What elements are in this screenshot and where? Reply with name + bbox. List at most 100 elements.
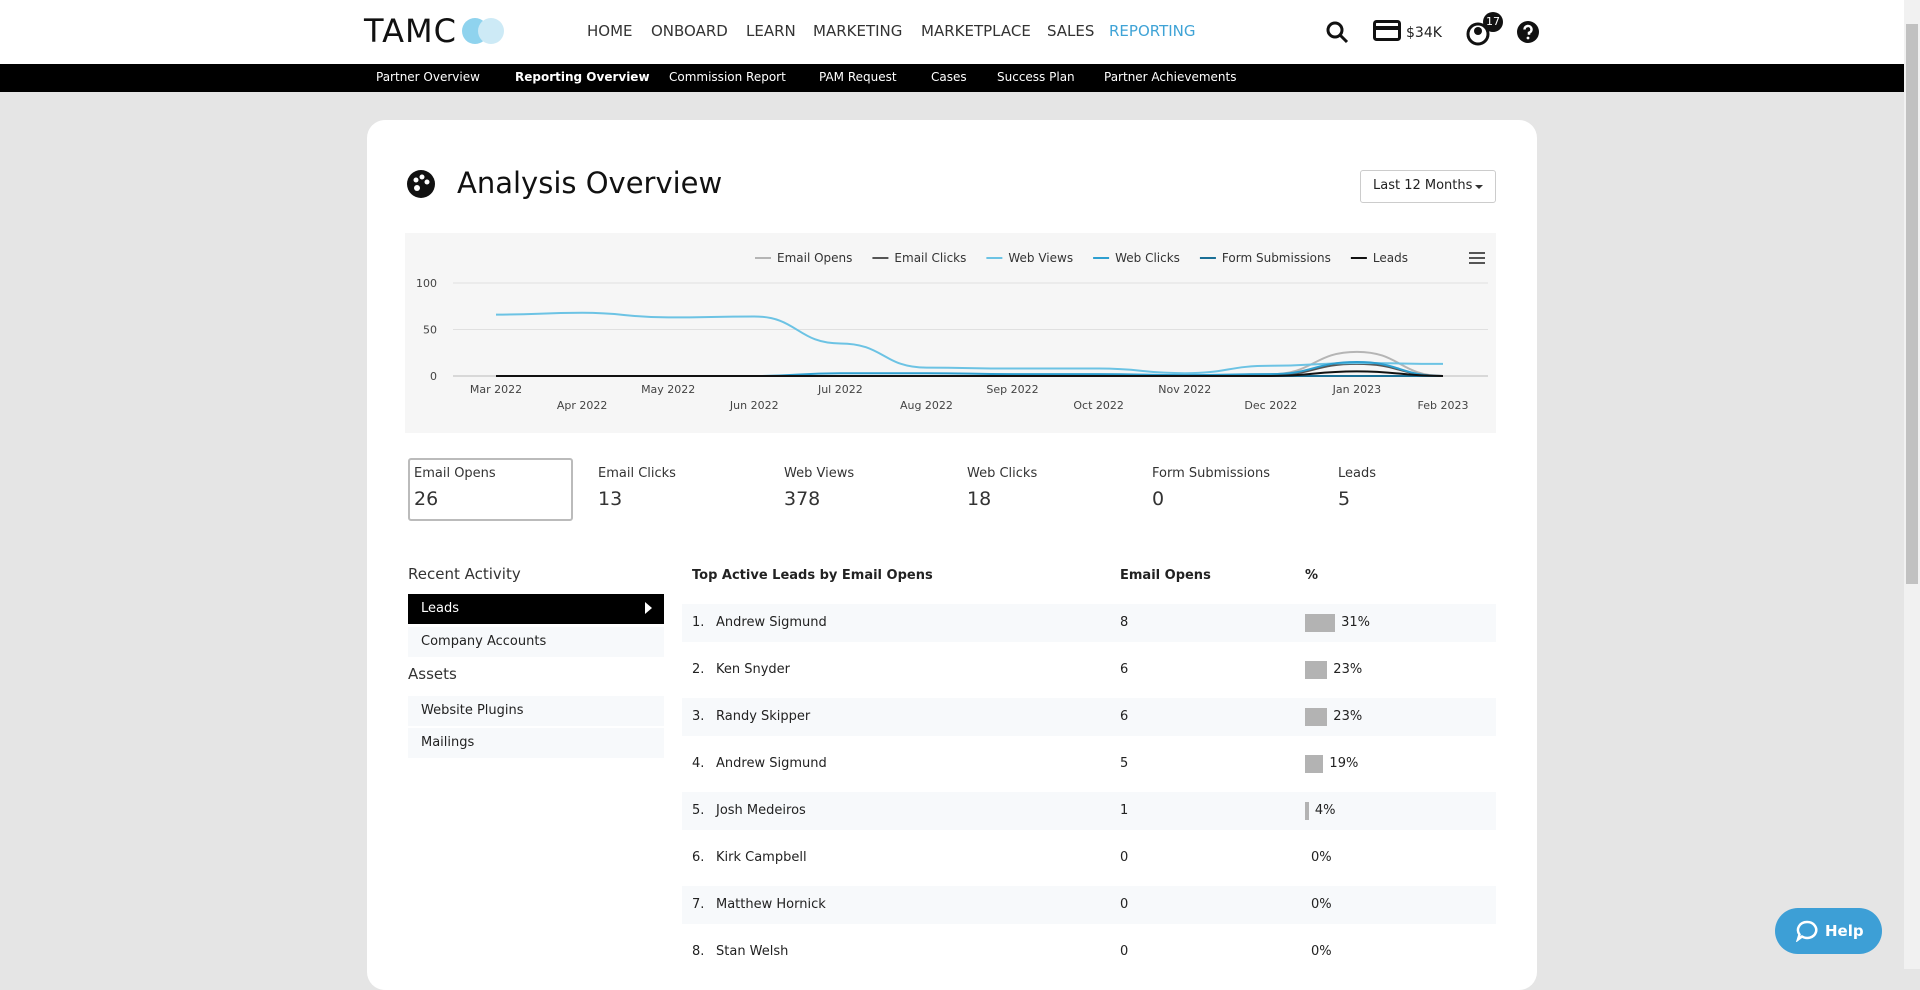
y-tick-label: 0 <box>430 370 437 383</box>
legend-label: Form Submissions <box>1222 251 1331 265</box>
stat-label[interactable]: Form Submissions <box>1152 466 1271 481</box>
stat-label[interactable]: Leads <box>1338 466 1377 481</box>
x-tick-label: Jun 2022 <box>729 399 779 412</box>
row-name[interactable]: Andrew Sigmund <box>716 756 827 771</box>
scrollbar-thumb[interactable] <box>1906 24 1918 584</box>
x-tick-label: Apr 2022 <box>557 399 608 412</box>
notification-badge: 17 <box>1483 12 1503 32</box>
x-tick-label: Jul 2022 <box>817 383 863 396</box>
table-row-bg <box>682 886 1496 924</box>
row-name[interactable]: Matthew Hornick <box>716 897 826 912</box>
wallet-icon[interactable] <box>1373 20 1401 42</box>
row-opens: 6 <box>1120 709 1129 724</box>
share-label: 0% <box>1311 944 1332 959</box>
table-row-bg <box>682 698 1496 736</box>
row-name[interactable]: Ken Snyder <box>716 662 791 677</box>
help-chat-icon <box>1796 920 1818 942</box>
sub-nav-item[interactable]: Partner Overview <box>376 70 480 84</box>
legend-label: Web Clicks <box>1115 251 1180 265</box>
stat-value: 0 <box>1152 488 1165 510</box>
row-rank: 7. <box>692 897 705 912</box>
sub-nav-item[interactable]: Cases <box>931 70 967 84</box>
table-header: Top Active Leads by Email Opens <box>692 568 933 583</box>
sidebar-item-bg[interactable] <box>408 627 664 657</box>
row-opens: 8 <box>1120 615 1129 630</box>
row-name[interactable]: Randy Skipper <box>716 709 811 724</box>
sub-nav-item[interactable]: PAM Request <box>819 70 897 84</box>
sidebar-item-bg[interactable] <box>408 728 664 758</box>
nav-item[interactable]: MARKETPLACE <box>921 22 1031 40</box>
row-opens: 6 <box>1120 662 1129 677</box>
user-icon[interactable] <box>1466 20 1494 46</box>
help-button[interactable] <box>1775 908 1882 954</box>
y-tick-label: 100 <box>416 277 437 290</box>
sidebar-item-bg[interactable] <box>408 594 664 624</box>
sub-nav-item[interactable]: Partner Achievements <box>1104 70 1237 84</box>
nav-item[interactable]: ONBOARD <box>651 22 728 40</box>
row-rank: 4. <box>692 756 705 771</box>
legend-label: Web Views <box>1008 251 1073 265</box>
help-icon[interactable] <box>1516 20 1540 44</box>
stat-value: 5 <box>1338 488 1351 510</box>
nav-item[interactable]: REPORTING <box>1109 22 1196 40</box>
sidebar-item-bg[interactable] <box>408 696 664 726</box>
row-name[interactable]: Kirk Campbell <box>716 850 807 865</box>
share-label: 4% <box>1314 803 1336 818</box>
stat-label[interactable]: Web Views <box>784 466 855 481</box>
nav-item[interactable]: SALES <box>1047 22 1095 40</box>
stat-value: 18 <box>967 488 992 510</box>
stat-value: 26 <box>414 488 439 510</box>
stat-selected-box <box>408 458 573 521</box>
help-label: Help <box>1825 922 1864 940</box>
sidebar-item[interactable]: Mailings <box>421 735 475 750</box>
share-bar <box>1305 755 1324 773</box>
row-opens: 0 <box>1120 944 1129 959</box>
sidebar-item[interactable]: Leads <box>421 601 460 616</box>
x-tick-label: Sep 2022 <box>986 383 1038 396</box>
sidebar-arrow <box>645 602 652 614</box>
x-tick-label: Oct 2022 <box>1073 399 1124 412</box>
sidebar-item[interactable]: Company Accounts <box>421 634 547 649</box>
row-name[interactable]: Stan Welsh <box>716 944 789 959</box>
nav-item[interactable]: MARKETING <box>813 22 903 40</box>
table-header: Email Opens <box>1120 568 1211 583</box>
stat-label[interactable]: Email Clicks <box>598 466 676 481</box>
share-label: 19% <box>1329 756 1359 771</box>
share-bar <box>1305 708 1328 726</box>
share-label: 23% <box>1333 662 1363 677</box>
row-opens: 0 <box>1120 897 1129 912</box>
table-row-bg <box>682 792 1496 830</box>
sub-nav-item[interactable]: Reporting Overview <box>515 70 650 84</box>
row-rank: 8. <box>692 944 705 959</box>
row-name[interactable]: Josh Medeiros <box>716 803 806 818</box>
nav-item[interactable]: LEARN <box>746 22 796 40</box>
legend-label: Email Opens <box>777 251 852 265</box>
stat-label[interactable]: Web Clicks <box>967 466 1038 481</box>
balance[interactable]: $34K <box>1406 25 1442 41</box>
nav-item[interactable]: HOME <box>587 22 633 40</box>
sub-nav-item[interactable]: Success Plan <box>997 70 1075 84</box>
share-bar <box>1305 661 1328 679</box>
logo[interactable]: TAMC <box>364 12 457 50</box>
stat-label[interactable]: Email Opens <box>414 466 496 481</box>
sub-nav-item[interactable]: Commission Report <box>669 70 786 84</box>
row-rank: 5. <box>692 803 705 818</box>
range-dropdown[interactable] <box>1360 170 1496 203</box>
share-label: 0% <box>1311 850 1332 865</box>
share-label: 31% <box>1341 615 1370 630</box>
title-icon <box>407 170 435 198</box>
row-name[interactable]: Andrew Sigmund <box>716 615 827 630</box>
stat-value: 378 <box>784 488 821 510</box>
share-label: 23% <box>1333 709 1363 724</box>
table-header: % <box>1305 568 1319 583</box>
x-tick-label: Jan 2023 <box>1332 383 1381 396</box>
top-bar <box>0 0 1904 64</box>
stat-value: 13 <box>598 488 623 510</box>
row-rank: 2. <box>692 662 705 677</box>
sidebar-item[interactable]: Website Plugins <box>421 703 524 718</box>
sidebar-heading: Assets <box>408 665 457 683</box>
chart: 0 50 100 Mar 2022 Apr 2022 May 2022 Jun 2022 Ju… <box>405 233 1496 433</box>
x-tick-label: Feb 2023 <box>1418 399 1469 412</box>
share-label: 0% <box>1311 897 1332 912</box>
search-icon[interactable] <box>1325 20 1349 44</box>
